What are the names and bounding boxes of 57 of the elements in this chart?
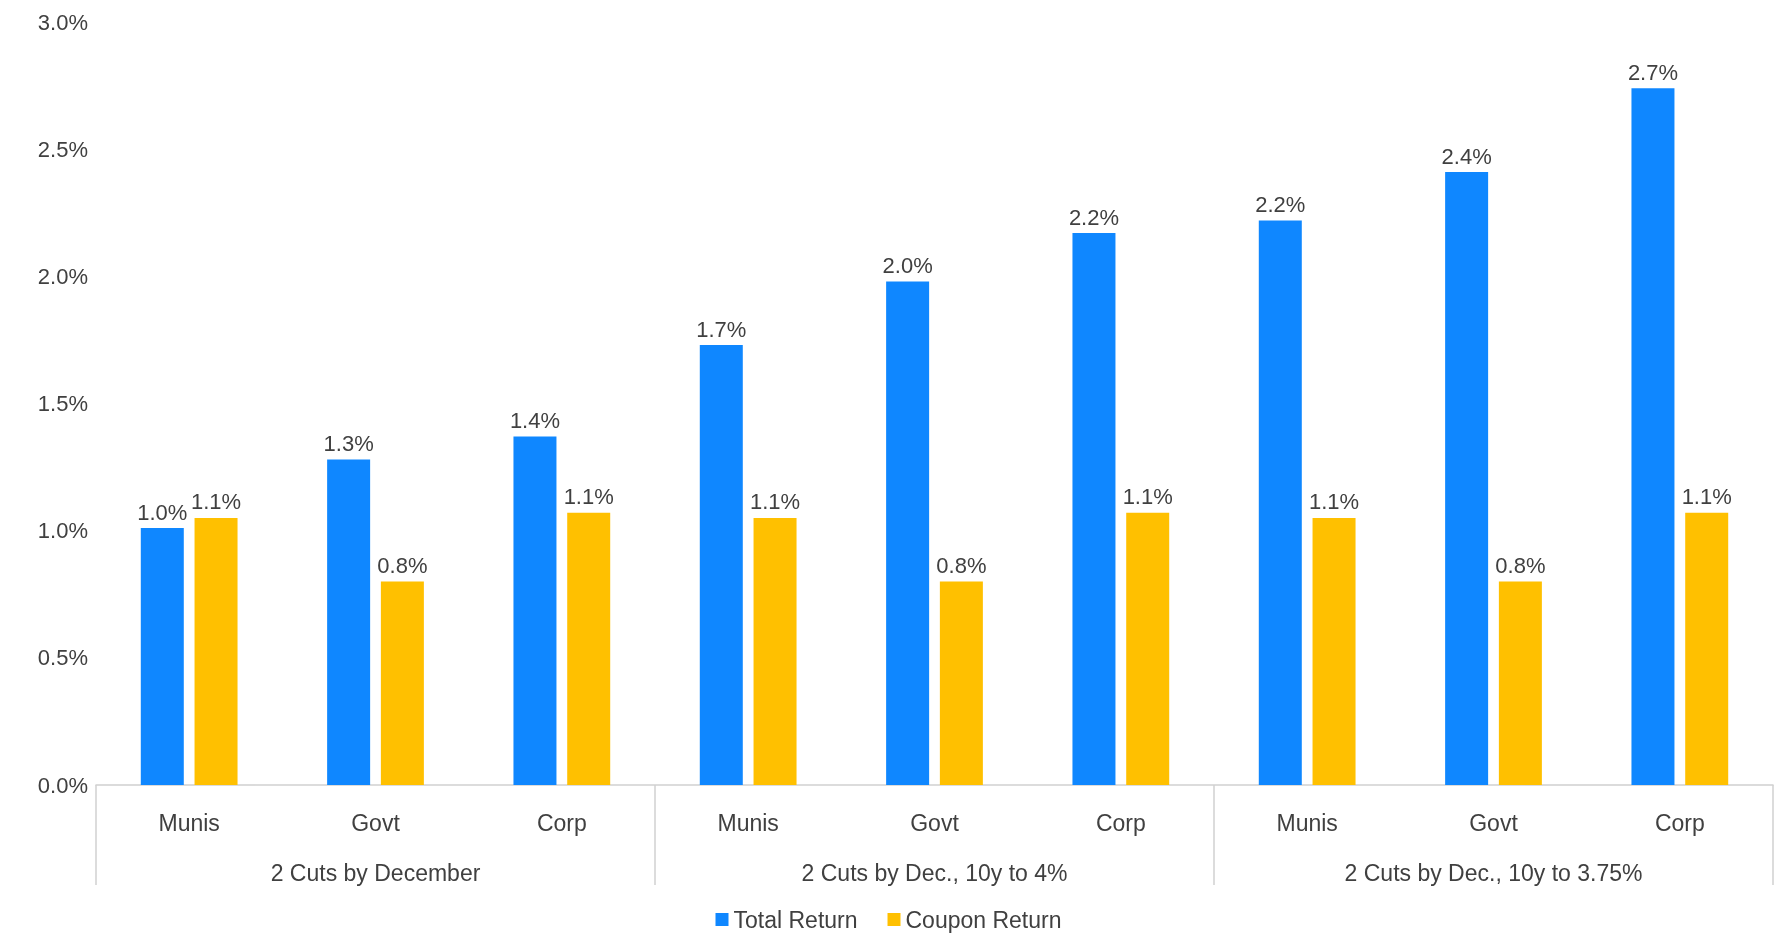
data-label: 1.1% bbox=[1681, 484, 1732, 510]
bar bbox=[1312, 517, 1356, 785]
x-tick-label: Corp bbox=[1654, 809, 1705, 836]
x-tick-label: Corp bbox=[1095, 809, 1146, 836]
x-tick-label: Govt bbox=[351, 809, 401, 836]
bar bbox=[194, 517, 238, 785]
data-label: 1.1% bbox=[1122, 484, 1173, 510]
bar bbox=[1072, 233, 1116, 785]
y-tick-label: 0.5% bbox=[37, 645, 88, 671]
bar bbox=[140, 528, 184, 785]
data-label: 2.2% bbox=[1068, 204, 1120, 230]
data-label: 0.8% bbox=[377, 553, 428, 579]
x-tick-label: Govt bbox=[1469, 809, 1519, 836]
x-tick-label: Munis bbox=[1276, 809, 1338, 836]
data-label: 2.4% bbox=[1441, 143, 1492, 169]
x-tick-label: Corp bbox=[536, 809, 587, 836]
bar bbox=[1498, 581, 1542, 785]
bar bbox=[513, 436, 557, 785]
bar bbox=[1685, 512, 1729, 785]
data-label: 2.0% bbox=[882, 252, 933, 278]
data-label: 2.7% bbox=[1627, 59, 1679, 85]
text: 2 Cuts by December bbox=[270, 859, 481, 886]
bar bbox=[886, 281, 930, 785]
text: 2 Cuts by Dec., 10y to 3.75% bbox=[1344, 859, 1643, 886]
data-label: 2.2% bbox=[1255, 191, 1306, 217]
y-tick-label: 0.0% bbox=[37, 772, 88, 798]
y-tick-label: 1.0% bbox=[37, 518, 88, 544]
bar bbox=[699, 345, 743, 785]
bar bbox=[1258, 220, 1302, 785]
data-label: 1.0% bbox=[137, 499, 188, 525]
bar bbox=[1631, 88, 1675, 785]
y-tick-label: 2.0% bbox=[37, 263, 88, 289]
bar bbox=[753, 517, 797, 785]
data-label: 1.4% bbox=[509, 408, 561, 434]
bar bbox=[1126, 512, 1170, 785]
y-tick-label: 1.5% bbox=[37, 391, 88, 416]
data-label: 1.1% bbox=[749, 489, 801, 515]
bar bbox=[567, 512, 611, 785]
data-label: 1.7% bbox=[696, 316, 747, 342]
bar bbox=[939, 581, 983, 785]
data-label: 1.1% bbox=[563, 484, 614, 510]
data-label: 0.8% bbox=[936, 553, 987, 579]
data-label: 1.1% bbox=[190, 489, 242, 515]
bar bbox=[1445, 172, 1489, 785]
legend-label: Coupon Return bbox=[905, 906, 1062, 933]
data-label: 0.8% bbox=[1495, 553, 1546, 579]
x-tick-label: Govt bbox=[910, 809, 960, 836]
x-tick-label: Munis bbox=[717, 809, 779, 836]
y-tick-label: 2.5% bbox=[37, 136, 88, 162]
bar bbox=[380, 581, 424, 785]
bar bbox=[327, 459, 371, 785]
data-label: 1.1% bbox=[1308, 489, 1360, 515]
x-tick-label: Munis bbox=[158, 809, 220, 836]
text: 2 Cuts by Dec., 10y to 4% bbox=[801, 859, 1068, 886]
y-tick-label: 3.0% bbox=[37, 9, 88, 35]
legend-label: Total Return bbox=[733, 906, 858, 933]
data-label: 1.3% bbox=[323, 430, 374, 456]
